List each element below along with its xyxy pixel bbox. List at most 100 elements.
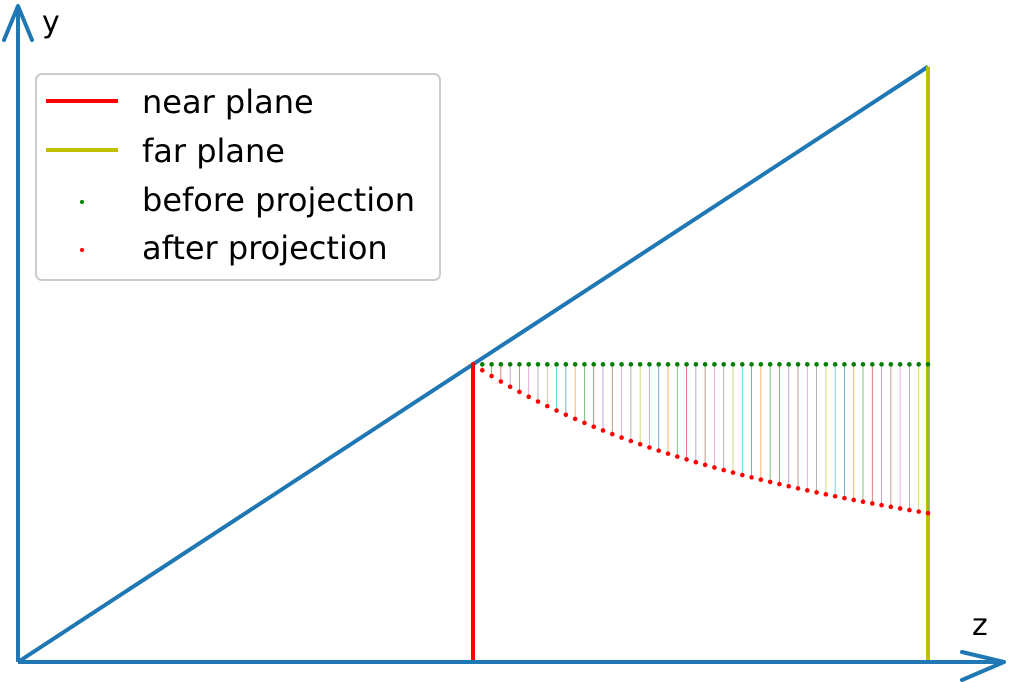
before-projection-point: [842, 362, 847, 367]
legend-label-before-projection: before projection: [142, 181, 415, 219]
before-projection-point: [572, 362, 578, 367]
after-projection-point: [767, 479, 773, 485]
legend-label-far-plane: far plane: [142, 132, 285, 170]
after-projection-point: [628, 438, 634, 444]
after-projection-point: [758, 477, 764, 482]
after-projection-point: [684, 457, 689, 462]
before-projection-point: [749, 362, 754, 367]
legend-label-after-projection: after projection: [142, 229, 388, 267]
after-projection-point: [637, 442, 643, 447]
before-projection-point: [498, 362, 504, 367]
before-projection-point: [647, 362, 652, 367]
after-projection-point: [563, 412, 569, 418]
after-projection-point: [814, 490, 819, 495]
before-projection-point: [684, 362, 689, 367]
before-projection-point: [600, 362, 606, 367]
before-projection-point: [637, 362, 643, 367]
before-projection-point: [554, 362, 559, 367]
before-projection-point: [795, 362, 801, 367]
legend: near plane far plane before projection a…: [35, 73, 441, 281]
before-projection-point: [674, 362, 680, 367]
after-projection-point: [498, 379, 504, 384]
after-projection-point: [479, 367, 485, 373]
after-projection-point: [851, 497, 857, 503]
after-projection-point: [879, 502, 884, 508]
after-projection-point: [554, 408, 559, 413]
after-projection-point: [925, 510, 931, 516]
after-projection-point: [888, 504, 894, 510]
y-axis-arrow: [2, 4, 34, 42]
after-projection-point: [526, 394, 532, 400]
after-projection-point: [544, 403, 550, 409]
after-projection-point: [842, 495, 847, 501]
before-projection-point: [730, 362, 736, 367]
before-projection-point: [897, 362, 903, 367]
legend-box: [35, 73, 441, 281]
before-projection-point: [832, 362, 838, 367]
plot-area: [16, 65, 931, 664]
after-projection-point: [647, 445, 652, 450]
before-projection-point: [804, 362, 810, 367]
before-projection-point: [916, 362, 922, 367]
before-projection-point: [739, 362, 745, 367]
before-projection-point: [721, 362, 727, 367]
before-projection-point: [860, 362, 866, 367]
after-projection-point: [860, 499, 866, 505]
before-projection-point: [712, 362, 717, 367]
before-projection-point: [591, 362, 597, 367]
before-projection-point: [907, 362, 912, 367]
before-projection-point: [526, 362, 532, 367]
after-projection-point: [786, 483, 792, 489]
after-projection-point: [572, 416, 578, 422]
before-projection-point: [609, 362, 615, 367]
after-projection-point: [517, 389, 522, 395]
after-projection-point: [535, 399, 541, 404]
after-projection-point: [656, 448, 662, 453]
before-projection-point: [851, 362, 857, 367]
axes: [2, 4, 1006, 682]
before-projection-point: [656, 362, 662, 367]
after-projection-point: [470, 362, 476, 367]
before-projection-point: [563, 362, 569, 367]
after-projection-point: [804, 488, 810, 493]
after-projection-point: [777, 481, 782, 487]
after-projection-point: [665, 451, 671, 456]
after-projection-point: [693, 459, 699, 465]
before-projection-point: [517, 362, 522, 367]
before-projection-point: [507, 362, 513, 367]
x-axis-arrow: [960, 650, 1006, 682]
after-projection-point: [609, 431, 615, 437]
before-projection-point: [702, 362, 708, 367]
after-projection-point: [674, 454, 680, 459]
after-projection-point: [869, 501, 875, 506]
before-projection-point: [786, 362, 792, 367]
before-projection-point: [879, 362, 884, 367]
legend-swatch-after-projection: [80, 248, 84, 252]
after-projection-point: [832, 493, 838, 499]
before-projection-point: [582, 362, 587, 367]
before-projection-point: [693, 362, 699, 367]
before-projection-point: [619, 362, 624, 367]
after-projection-point: [907, 507, 912, 513]
before-projection-point: [628, 362, 634, 367]
before-projection-point: [665, 362, 671, 367]
before-projection-point: [814, 362, 819, 367]
after-projection-point: [619, 435, 624, 440]
after-projection-point: [897, 506, 903, 511]
after-projection-point: [507, 384, 513, 390]
before-projection-point: [823, 362, 829, 367]
before-projection-point: [479, 362, 485, 367]
x-axis-label: z: [972, 608, 988, 643]
legend-swatch-before-projection: [80, 200, 84, 204]
after-projection-point: [702, 462, 708, 468]
after-projection-point: [795, 486, 801, 491]
after-projection-point: [730, 470, 736, 475]
before-projection-point: [535, 362, 541, 367]
before-projection-point: [777, 362, 782, 367]
before-projection-point: [888, 362, 894, 367]
before-projection-point: [544, 362, 550, 367]
after-projection-point: [749, 475, 754, 480]
after-projection-point: [916, 509, 922, 514]
legend-label-near-plane: near plane: [142, 83, 314, 121]
